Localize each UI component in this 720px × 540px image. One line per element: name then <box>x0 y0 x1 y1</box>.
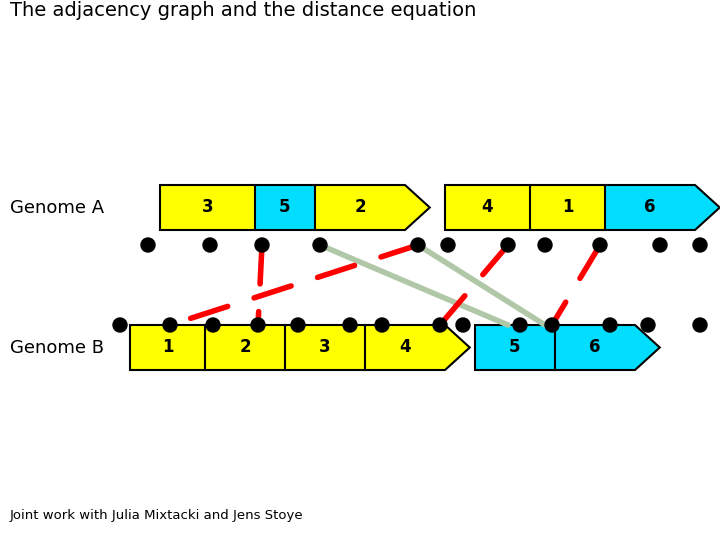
Circle shape <box>545 318 559 332</box>
Text: 6: 6 <box>644 199 656 217</box>
Text: 1: 1 <box>162 339 174 356</box>
Circle shape <box>513 318 527 332</box>
Polygon shape <box>530 185 630 230</box>
Polygon shape <box>605 185 720 230</box>
Circle shape <box>653 238 667 252</box>
Circle shape <box>501 238 515 252</box>
Text: Genome A: Genome A <box>10 199 104 217</box>
Text: 5: 5 <box>509 339 521 356</box>
Text: 6: 6 <box>589 339 600 356</box>
Text: 3: 3 <box>202 199 213 217</box>
Polygon shape <box>555 325 660 370</box>
Circle shape <box>693 238 707 252</box>
Circle shape <box>375 318 389 332</box>
Circle shape <box>291 318 305 332</box>
Polygon shape <box>315 185 430 230</box>
Text: Genome B: Genome B <box>10 339 104 357</box>
Text: 2: 2 <box>354 199 366 217</box>
Text: 4: 4 <box>399 339 411 356</box>
Circle shape <box>456 318 470 332</box>
Text: 3: 3 <box>319 339 330 356</box>
Text: 2: 2 <box>239 339 251 356</box>
Circle shape <box>206 318 220 332</box>
Circle shape <box>603 318 617 332</box>
Polygon shape <box>285 325 390 370</box>
Polygon shape <box>475 325 580 370</box>
Circle shape <box>141 238 155 252</box>
Circle shape <box>693 318 707 332</box>
Circle shape <box>538 238 552 252</box>
Polygon shape <box>130 325 230 370</box>
Polygon shape <box>205 325 310 370</box>
Circle shape <box>441 238 455 252</box>
Circle shape <box>593 238 607 252</box>
Circle shape <box>343 318 357 332</box>
Polygon shape <box>365 325 469 370</box>
Circle shape <box>113 318 127 332</box>
Text: 5: 5 <box>279 199 291 217</box>
Circle shape <box>433 318 447 332</box>
Circle shape <box>163 318 177 332</box>
Text: 4: 4 <box>482 199 493 217</box>
Polygon shape <box>255 185 340 230</box>
Circle shape <box>411 238 425 252</box>
Text: 1: 1 <box>562 199 573 217</box>
Circle shape <box>313 238 327 252</box>
Circle shape <box>251 318 265 332</box>
Text: Joint work with Julia Mixtacki and Jens Stoye: Joint work with Julia Mixtacki and Jens … <box>10 509 304 522</box>
Polygon shape <box>445 185 554 230</box>
Polygon shape <box>160 185 280 230</box>
Text: The adjacency graph and the distance equation: The adjacency graph and the distance equ… <box>10 1 477 20</box>
Circle shape <box>203 238 217 252</box>
Circle shape <box>255 238 269 252</box>
Circle shape <box>641 318 655 332</box>
